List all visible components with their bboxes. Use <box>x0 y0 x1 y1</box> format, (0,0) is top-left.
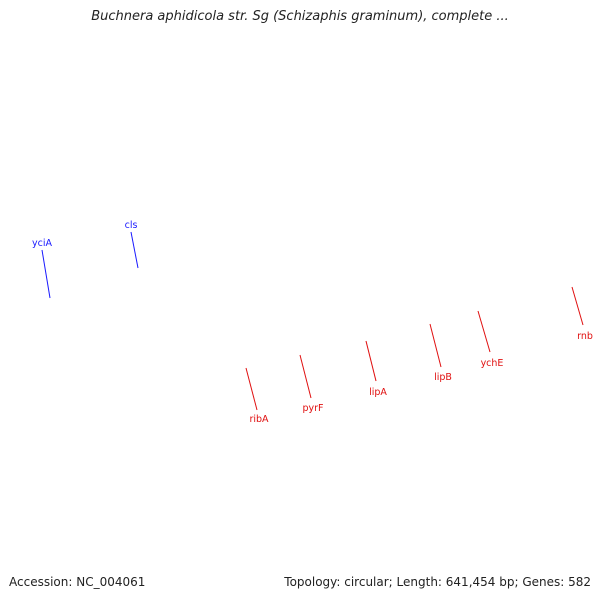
gene-label-ribA: ribA <box>249 414 269 425</box>
gene-label-leader <box>477 310 491 353</box>
gene-label-rnb: rnb <box>577 331 593 342</box>
gene-label-lipB: lipB <box>434 372 452 383</box>
gene-label-yciA: yciA <box>32 238 52 249</box>
gene-label-leader <box>571 286 584 326</box>
gene-label-lipA: lipA <box>369 387 387 398</box>
gene-labels: yciA cls ribA pyrF lipA lipB ychE rnb <box>32 220 593 425</box>
topology-summary: Topology: circular; Length: 641,454 bp; … <box>284 575 591 589</box>
gene-label-leader <box>245 367 258 411</box>
gene-label-leader <box>429 323 442 368</box>
gene-label-leader <box>41 249 51 299</box>
gene-label-leader <box>130 231 139 269</box>
accession-text: Accession: NC_004061 <box>9 575 146 589</box>
map-title: Buchnera aphidicola str. Sg (Schizaphis … <box>91 9 509 24</box>
gene-label-leader <box>365 340 377 382</box>
gene-label-cls: cls <box>125 220 138 231</box>
gene-label-leader <box>299 354 312 399</box>
gene-label-pyrF: pyrF <box>302 403 323 414</box>
gene-label-ychE: ychE <box>481 358 504 369</box>
